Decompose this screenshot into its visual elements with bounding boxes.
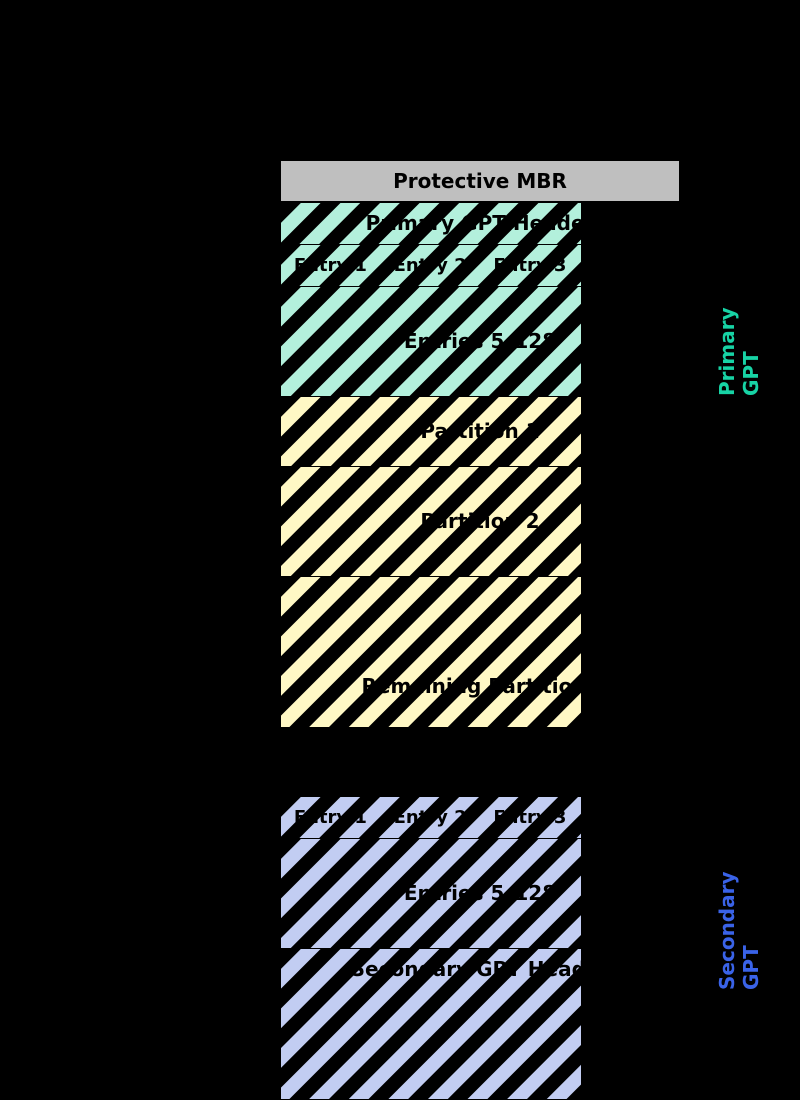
lba-2: LBA 2 xyxy=(0,254,270,278)
row-secondary-entries-5-128: Entries 5–128 xyxy=(280,838,680,948)
primary-entry-2-label: Entry 2 xyxy=(394,255,467,276)
lba-33: LBA 33 xyxy=(0,370,270,394)
side-label-primary: Primary GPT xyxy=(715,307,763,396)
lba--32: LBA −32 xyxy=(0,842,270,866)
label-secondary-header: Secondary GPT Header xyxy=(351,957,610,981)
row-partition-remaining: Remaining Partitions xyxy=(280,576,680,796)
label-secondary-entries-5-128: Entries 5–128 xyxy=(404,881,556,905)
lba--34: LBA −34 xyxy=(0,770,270,794)
lba-1: LBA 1 xyxy=(0,212,270,236)
row-primary-header: Primary GPT Header xyxy=(280,202,680,244)
secondary-entry-1-label: Entry 1 xyxy=(294,807,367,828)
label-partition-1: Partition 1 xyxy=(420,419,539,443)
secondary-entry-3-label: Entry 3 xyxy=(493,807,566,828)
primary-entry-4-label: Entry 4 xyxy=(593,255,666,276)
row-primary-entries-5-128: Entries 5–128 xyxy=(280,286,680,396)
row-secondary-entries-1-4: Entry 1 Entry 2 Entry 3 Entry 4 xyxy=(280,796,680,838)
primary-entry-3-label: Entry 3 xyxy=(493,255,566,276)
lba--2: LBA −2 xyxy=(0,922,270,946)
lba--33: LBA −33 xyxy=(0,806,270,830)
side-label-secondary: Secondary GPT xyxy=(715,871,763,990)
primary-entry-1-label: Entry 1 xyxy=(294,255,367,276)
row-partition-1: Partition 1 xyxy=(280,396,680,466)
row-partition-2: Partition 2 xyxy=(280,466,680,576)
row-secondary-header: Secondary GPT Header xyxy=(280,948,680,990)
primary-entry-4: Entry 4 xyxy=(580,245,679,285)
label-primary-header: Primary GPT Header xyxy=(366,211,595,235)
lba-3: LBA 3 xyxy=(0,290,270,314)
label-protective-mbr: Protective MBR xyxy=(393,169,567,193)
lba-34: LBA 34 xyxy=(0,400,270,424)
lba--1: LBA −1 xyxy=(0,958,270,982)
hatch-partN xyxy=(281,577,581,727)
lba-0: LBA 0 xyxy=(0,170,270,194)
label-partition-remaining: Remaining Partitions xyxy=(362,674,599,698)
secondary-entry-4: Entry 4 xyxy=(580,797,679,837)
label-partition-2: Partition 2 xyxy=(420,509,539,533)
label-primary-entries-5-128: Entries 5–128 xyxy=(404,329,556,353)
row-primary-entries-1-4: Entry 1 Entry 2 Entry 3 Entry 4 xyxy=(280,244,680,286)
gpt-layout-diagram: Protective MBR Primary GPT Header Entry … xyxy=(0,0,800,1100)
row-protective-mbr: Protective MBR xyxy=(280,160,680,202)
secondary-entry-4-label: Entry 4 xyxy=(593,807,666,828)
secondary-entry-2-label: Entry 2 xyxy=(394,807,467,828)
